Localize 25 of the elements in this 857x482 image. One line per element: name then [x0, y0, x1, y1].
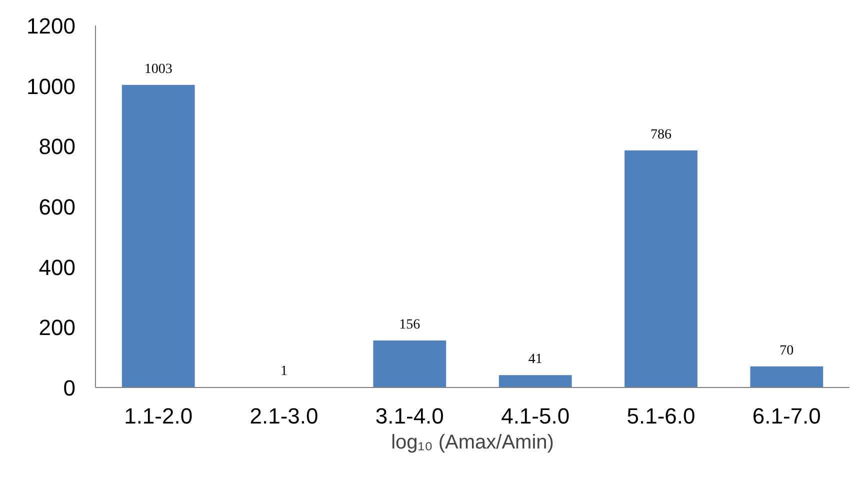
x-tick-label: 6.1-7.0 — [752, 404, 821, 428]
y-tick-label: 0 — [63, 376, 76, 400]
y-tick-label: 800 — [38, 134, 76, 160]
x-tick-label: 1.1-2.0 — [124, 404, 193, 428]
bar — [750, 366, 824, 388]
data-label: 1003 — [144, 62, 172, 77]
data-label: 70 — [780, 343, 794, 358]
x-tick-label: 2.1-3.0 — [250, 404, 318, 428]
y-tick-label: 200 — [38, 315, 76, 340]
data-label: 156 — [399, 317, 420, 332]
x-tick-label: 4.1-5.0 — [501, 404, 570, 428]
bar — [498, 375, 572, 388]
x-tick-label: 5.1-6.0 — [626, 404, 696, 428]
bar — [373, 340, 446, 388]
x-tick-label: 3.1-4.0 — [375, 404, 444, 428]
bar — [624, 150, 698, 388]
data-label: 41 — [528, 352, 542, 368]
data-label: 786 — [650, 127, 672, 142]
y-tick-label: 1200 — [26, 14, 76, 38]
bar — [122, 84, 195, 388]
x-axis-title: log₁₀ (Amax/Amin) — [391, 432, 554, 454]
data-label: 1 — [280, 364, 288, 380]
y-tick-label: 400 — [38, 254, 76, 280]
y-tick-label: 1000 — [26, 74, 76, 99]
y-tick-label: 600 — [38, 194, 76, 220]
